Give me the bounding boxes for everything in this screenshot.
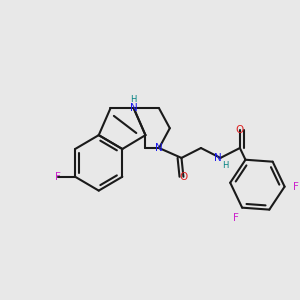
Text: H: H bbox=[130, 95, 137, 104]
Text: N: N bbox=[155, 143, 163, 153]
Text: O: O bbox=[179, 172, 188, 182]
Text: F: F bbox=[233, 212, 239, 223]
Text: O: O bbox=[236, 125, 244, 135]
Text: F: F bbox=[55, 172, 61, 182]
Text: N: N bbox=[214, 153, 221, 163]
Text: F: F bbox=[293, 182, 299, 193]
Text: N: N bbox=[130, 103, 138, 113]
Text: H: H bbox=[222, 161, 229, 170]
